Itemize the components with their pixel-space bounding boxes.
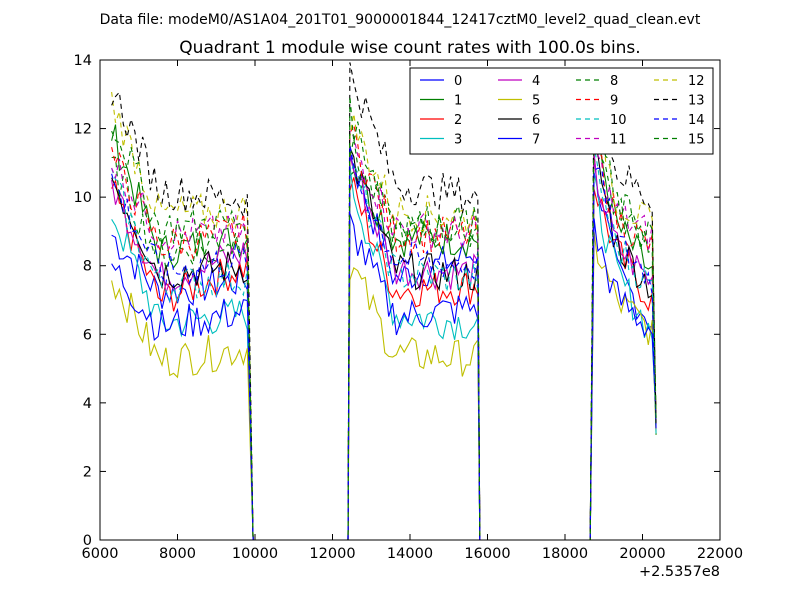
x-tick-label: 20000	[619, 546, 665, 562]
legend-label-3: 3	[454, 133, 462, 148]
legend-label-9: 9	[610, 94, 618, 109]
legend-label-7: 7	[532, 133, 540, 148]
chart-title: Quadrant 1 module wise count rates with …	[179, 38, 640, 58]
x-tick-label: 22000	[697, 546, 743, 562]
x-tick-label: 14000	[387, 546, 433, 562]
figure-suptitle: Data file: modeM0/AS1A04_201T01_90000018…	[100, 12, 701, 28]
y-tick-label: 4	[83, 396, 92, 412]
y-tick-label: 10	[74, 190, 92, 206]
legend-box	[409, 67, 714, 155]
legend-label-2: 2	[454, 113, 462, 128]
y-tick-label: 0	[83, 533, 92, 549]
x-tick-label: 18000	[542, 546, 588, 562]
legend-label-5: 5	[532, 94, 540, 109]
y-tick-label: 2	[83, 464, 92, 480]
legend-label-0: 0	[454, 74, 462, 89]
y-tick-label: 6	[83, 327, 92, 343]
legend-label-1: 1	[454, 94, 462, 109]
legend-label-8: 8	[610, 74, 618, 89]
x-tick-label: 12000	[309, 546, 355, 562]
legend-label-6: 6	[532, 113, 540, 128]
x-tick-label: 8000	[159, 546, 196, 562]
legend-label-13: 13	[688, 94, 705, 109]
series-line-7	[112, 213, 657, 540]
series-line-2	[112, 177, 657, 540]
x-axis-offset-label: +2.5357e8	[639, 564, 720, 580]
x-tick-label: 6000	[82, 546, 119, 562]
series-line-9	[112, 125, 657, 540]
series-line-5	[112, 232, 657, 540]
y-tick-label: 8	[83, 259, 92, 275]
x-tick-label: 16000	[464, 546, 510, 562]
series-line-14	[112, 145, 657, 540]
y-tick-label: 12	[74, 122, 92, 138]
series-line-11	[112, 131, 657, 540]
legend-label-10: 10	[610, 113, 627, 128]
legend-label-15: 15	[688, 133, 705, 148]
x-tick-label: 10000	[232, 546, 278, 562]
tick-layer: 6000 8000 10000 12000 14000 16000 18000 20000 22…	[74, 53, 744, 562]
y-tick-label: 14	[74, 53, 92, 69]
legend-label-11: 11	[610, 133, 627, 148]
legend-label-12: 12	[688, 74, 705, 89]
legend-label-4: 4	[532, 74, 540, 89]
legend-label-14: 14	[688, 113, 705, 128]
series-line-10	[112, 147, 657, 541]
